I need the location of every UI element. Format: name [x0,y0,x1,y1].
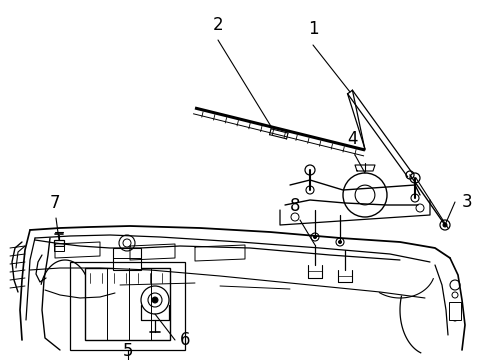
Text: 6: 6 [180,331,190,349]
Text: 8: 8 [289,197,300,215]
Bar [113,248,141,270]
Text: 4: 4 [346,130,357,148]
Circle shape [442,223,446,227]
Bar [85,268,170,340]
Text: 2: 2 [212,16,223,34]
Text: 5: 5 [122,342,133,360]
Text: 3: 3 [461,193,472,211]
Text: 1: 1 [307,20,318,38]
Bar [70,262,184,350]
Circle shape [338,240,341,243]
Bar [448,302,460,320]
Text: 7: 7 [50,194,60,212]
Bar [54,246,64,251]
Circle shape [152,297,158,303]
Circle shape [313,235,316,239]
Bar [54,240,64,246]
